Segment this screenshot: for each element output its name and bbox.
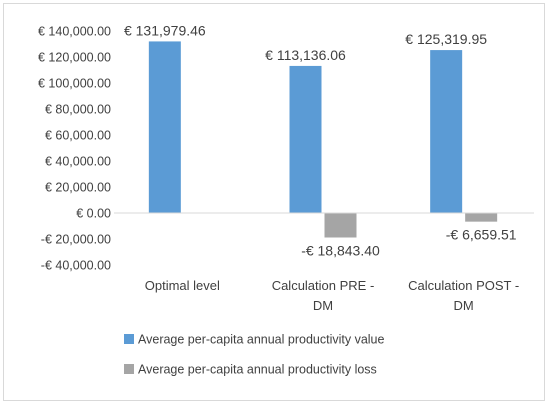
category-label: DM: [454, 298, 474, 313]
bars: [148, 41, 498, 238]
y-axis-ticks: € 140,000.00 € 120,000.00 € 100,000.00 € 80…: [38, 25, 111, 273]
bar-loss: [324, 213, 357, 238]
category-label: Calculation PRE -: [272, 278, 375, 293]
data-label: -€ 18,843.40: [301, 242, 380, 258]
y-tick-label: € 80,000.00: [45, 103, 111, 117]
legend-label: Average per-capita annual productivity v…: [138, 333, 384, 347]
data-labels: € 131,979.46 € 113,136.06 € 125,319.95 -€ 1…: [124, 22, 517, 258]
bar-chart: € 140,000.00 € 120,000.00 € 100,000.00 € 80…: [38, 22, 534, 377]
data-label: -€ 6,659.51: [446, 227, 517, 243]
legend-swatch: [124, 334, 134, 344]
chart-frame: € 140,000.00 € 120,000.00 € 100,000.00 € 80…: [3, 3, 545, 401]
data-label: € 113,136.06: [265, 47, 346, 63]
category-label: DM: [313, 298, 333, 313]
y-tick-label: -€ 20,000.00: [41, 233, 111, 247]
y-tick-label: € 60,000.00: [45, 129, 111, 143]
y-tick-label: € 140,000.00: [38, 25, 111, 39]
bar-value: [148, 41, 181, 214]
bar-value: [430, 50, 463, 214]
legend: Average per-capita annual productivity v…: [124, 333, 384, 377]
data-label: € 125,319.95: [405, 31, 487, 47]
category-label: Calculation POST -: [408, 278, 519, 293]
y-tick-label: € 0.00: [76, 207, 111, 221]
y-tick-label: € 100,000.00: [38, 77, 111, 91]
legend-swatch: [124, 364, 134, 374]
data-label: € 131,979.46: [124, 22, 206, 38]
y-tick-label: -€ 40,000.00: [41, 259, 111, 273]
legend-label: Average per-capita annual productivity l…: [138, 363, 377, 377]
bar-loss: [465, 213, 498, 222]
category-label: Optimal level: [145, 278, 220, 293]
x-axis-labels: Optimal level Calculation PRE - DM Calculat…: [145, 278, 519, 313]
bar-value: [289, 65, 322, 213]
y-tick-label: € 20,000.00: [45, 181, 111, 195]
y-tick-label: € 120,000.00: [38, 51, 111, 65]
y-tick-label: € 40,000.00: [45, 155, 111, 169]
